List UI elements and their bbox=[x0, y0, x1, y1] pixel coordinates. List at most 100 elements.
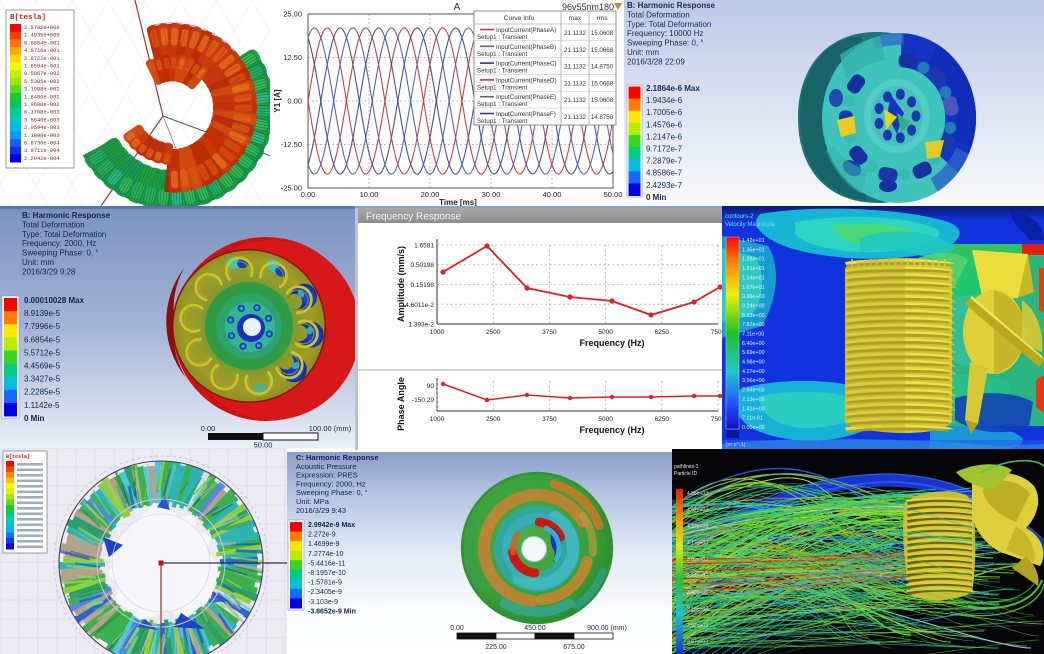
svg-text:Phase Angle: Phase Angle bbox=[396, 377, 406, 431]
svg-text:Frequency Response: Frequency Response bbox=[366, 212, 461, 223]
svg-text:Total Deformation: Total Deformation bbox=[627, 10, 690, 19]
svg-text:21.1132: 21.1132 bbox=[564, 30, 586, 37]
svg-text:4.27e+00: 4.27e+00 bbox=[742, 369, 765, 375]
svg-text:Acoustic Pressure: Acoustic Pressure bbox=[296, 462, 356, 471]
svg-text:50.00: 50.00 bbox=[254, 441, 273, 450]
svg-text:2.84e+00: 2.84e+00 bbox=[742, 388, 765, 394]
svg-text:3750: 3750 bbox=[542, 416, 557, 423]
svg-text:2.92e+03: 2.92e+03 bbox=[687, 623, 708, 629]
svg-text:-8.1957e-10: -8.1957e-10 bbox=[308, 570, 346, 577]
svg-text:1.35e+01: 1.35e+01 bbox=[742, 247, 765, 253]
svg-text:Setup1 : Transient: Setup1 : Transient bbox=[477, 51, 527, 58]
svg-text:2016/3/28 22:09: 2016/3/28 22:09 bbox=[627, 57, 685, 66]
svg-text:12.50: 12.50 bbox=[283, 53, 302, 62]
svg-text:15.0668: 15.0668 bbox=[591, 80, 614, 87]
svg-text:2016/3/29 9:28: 2016/3/29 9:28 bbox=[22, 267, 76, 276]
svg-text:8.6054e-001: 8.6054e-001 bbox=[24, 40, 60, 46]
svg-text:1.6581: 1.6581 bbox=[414, 243, 434, 250]
svg-text:Expression: PRES: Expression: PRES bbox=[296, 471, 358, 480]
svg-text:7500: 7500 bbox=[711, 329, 726, 336]
svg-text:-2.3405e-9: -2.3405e-9 bbox=[308, 589, 342, 596]
svg-text:B: Harmonic Response: B: Harmonic Response bbox=[627, 1, 716, 10]
svg-text:7.11e-01: 7.11e-01 bbox=[742, 416, 763, 422]
svg-text:4.98e+00: 4.98e+00 bbox=[742, 360, 765, 366]
svg-text:Velocity Magnitude: Velocity Magnitude bbox=[725, 222, 776, 228]
svg-text:1.42e+01: 1.42e+01 bbox=[742, 238, 765, 244]
svg-text:3.56e+00: 3.56e+00 bbox=[742, 378, 765, 384]
svg-text:6250: 6250 bbox=[655, 329, 670, 336]
svg-text:Frequency: 2000, Hz: Frequency: 2000, Hz bbox=[22, 239, 96, 248]
svg-text:21.1132: 21.1132 bbox=[564, 47, 586, 54]
svg-text:-150.29: -150.29 bbox=[412, 397, 434, 404]
svg-text:5.5712e-5: 5.5712e-5 bbox=[24, 348, 61, 357]
svg-text:6250: 6250 bbox=[655, 416, 670, 423]
svg-text:1000: 1000 bbox=[430, 329, 445, 336]
svg-text:InputCurrent(PhaseF): InputCurrent(PhaseF) bbox=[496, 111, 556, 118]
svg-text:3.16e+03: 3.16e+03 bbox=[687, 607, 708, 613]
svg-text:4.8586e-7: 4.8586e-7 bbox=[646, 169, 683, 178]
svg-text:25.00: 25.00 bbox=[283, 10, 302, 19]
svg-text:1.42e+00: 1.42e+00 bbox=[742, 406, 765, 412]
svg-text:2500: 2500 bbox=[486, 416, 501, 423]
svg-text:9.7172e-7: 9.7172e-7 bbox=[646, 145, 683, 154]
svg-text:Y1 [A]: Y1 [A] bbox=[273, 89, 282, 112]
svg-text:Curve Info: Curve Info bbox=[504, 15, 535, 22]
svg-text:225.00: 225.00 bbox=[485, 644, 507, 651]
svg-text:1.4699e-9: 1.4699e-9 bbox=[308, 541, 340, 548]
svg-text:20.00: 20.00 bbox=[421, 190, 440, 199]
svg-text:Frequency (Hz): Frequency (Hz) bbox=[579, 425, 644, 435]
svg-text:Sweeping Phase: 0, °: Sweeping Phase: 0, ° bbox=[22, 249, 99, 258]
svg-text:2.5782e+000: 2.5782e+000 bbox=[24, 25, 60, 31]
svg-text:5000: 5000 bbox=[598, 416, 613, 423]
svg-text:0.00010028 Max: 0.00010028 Max bbox=[24, 296, 85, 305]
svg-text:1.1898e-003: 1.1898e-003 bbox=[24, 133, 60, 139]
svg-text:2.0594e-003: 2.0594e-003 bbox=[24, 125, 60, 131]
svg-text:4.13e+03: 4.13e+03 bbox=[687, 541, 708, 547]
svg-text:1.07e+01: 1.07e+01 bbox=[742, 285, 765, 291]
svg-text:2.13e+00: 2.13e+00 bbox=[742, 397, 765, 403]
svg-text:Particle ID: Particle ID bbox=[674, 471, 697, 477]
svg-text:5.5385e-002: 5.5385e-002 bbox=[24, 79, 60, 85]
svg-text:15.0668: 15.0668 bbox=[591, 47, 614, 54]
svg-text:6.8736e-004: 6.8736e-004 bbox=[24, 141, 60, 147]
svg-text:3.1998e-002: 3.1998e-002 bbox=[24, 87, 60, 93]
svg-text:21.1132: 21.1132 bbox=[564, 64, 586, 71]
svg-text:3.9711e-004: 3.9711e-004 bbox=[24, 148, 60, 154]
svg-text:Setup1 : Transient: Setup1 : Transient bbox=[477, 84, 527, 91]
svg-text:14.8750: 14.8750 bbox=[591, 114, 614, 121]
svg-text:1.7005e-6: 1.7005e-6 bbox=[646, 108, 683, 117]
svg-text:900.00 (mm): 900.00 (mm) bbox=[587, 625, 627, 632]
svg-text:contours-2: contours-2 bbox=[725, 214, 754, 220]
svg-text:450.00: 450.00 bbox=[524, 625, 546, 632]
svg-text:Sweeping Phase: 0, °: Sweeping Phase: 0, ° bbox=[296, 488, 368, 497]
svg-text:2.2942e-004: 2.2942e-004 bbox=[24, 156, 60, 162]
svg-text:1.8486e-002: 1.8486e-002 bbox=[24, 94, 60, 100]
svg-text:0.50198: 0.50198 bbox=[411, 262, 435, 269]
svg-text:-12.50: -12.50 bbox=[281, 140, 302, 149]
svg-text:Time [ms]: Time [ms] bbox=[439, 198, 477, 207]
svg-text:2.272e-9: 2.272e-9 bbox=[308, 532, 336, 539]
svg-text:0.00e+00: 0.00e+00 bbox=[742, 425, 765, 431]
svg-text:6.6854e-5: 6.6854e-5 bbox=[24, 335, 61, 344]
svg-text:7.2774e-10: 7.2774e-10 bbox=[308, 551, 344, 558]
svg-text:1.1142e-5: 1.1142e-5 bbox=[24, 401, 60, 410]
svg-text:1.4935e+000: 1.4935e+000 bbox=[24, 33, 60, 39]
svg-text:[m s^-1]: [m s^-1] bbox=[726, 442, 746, 448]
svg-text:0.00: 0.00 bbox=[201, 424, 216, 433]
svg-text:-3.103e-9: -3.103e-9 bbox=[308, 599, 338, 606]
svg-text:3.5646e-003: 3.5646e-003 bbox=[24, 117, 60, 123]
svg-text:2.4293e-7: 2.4293e-7 bbox=[646, 181, 683, 190]
svg-text:InputCurrent(PhaseE): InputCurrent(PhaseE) bbox=[496, 94, 556, 101]
svg-text:-3.8652e-9 Min: -3.8652e-9 Min bbox=[308, 608, 356, 615]
svg-text:3.3427e-5: 3.3427e-5 bbox=[24, 375, 61, 384]
svg-text:0 Min: 0 Min bbox=[646, 193, 667, 202]
svg-text:6.1708e-003: 6.1708e-003 bbox=[24, 110, 60, 116]
svg-text:4.86e+03: 4.86e+03 bbox=[687, 491, 708, 497]
svg-text:2.1864e-6 Max: 2.1864e-6 Max bbox=[646, 84, 700, 93]
svg-text:Total Deformation: Total Deformation bbox=[22, 220, 85, 229]
svg-text:40.00: 40.00 bbox=[543, 190, 562, 199]
svg-text:1.4576e-6: 1.4576e-6 bbox=[646, 120, 683, 129]
svg-text:7.82e+00: 7.82e+00 bbox=[742, 322, 765, 328]
svg-text:B[tesla]: B[tesla] bbox=[10, 14, 46, 22]
svg-text:2016/3/29 9:43: 2016/3/29 9:43 bbox=[296, 506, 346, 515]
